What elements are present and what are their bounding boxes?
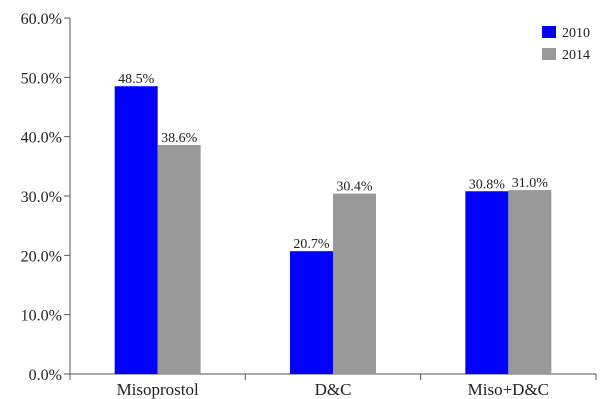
y-tick-label: 0.0% (29, 367, 62, 384)
y-tick-label: 30.0% (21, 189, 62, 206)
data-label: 30.4% (336, 180, 373, 195)
y-axis: 0.0% 10.0% 20.0% 30.0% 40.0% 50.0% 60.0% (21, 11, 71, 384)
x-tick-label: D&C (315, 380, 352, 399)
data-label: 30.8% (469, 177, 506, 192)
y-tick-label: 40.0% (21, 130, 62, 147)
y-tick-label: 20.0% (21, 248, 62, 265)
legend-label: 2014 (562, 48, 590, 63)
x-tick-label: Misoprostol (117, 380, 199, 399)
bars (114, 86, 552, 374)
legend: 2010 2014 (542, 26, 590, 63)
bar-2014-3 (508, 190, 552, 374)
y-tick-label: 50.0% (21, 70, 62, 87)
x-axis: Misoprostol D&C Miso+D&C (69, 373, 597, 399)
bar-2010-3 (465, 191, 509, 374)
data-labels: 48.5% 38.6% 20.7% 30.4% 30.8% 31.0% (118, 72, 548, 252)
legend-swatch-2014 (542, 48, 556, 60)
bar-2014-2 (333, 193, 376, 374)
legend-swatch-2010 (542, 26, 556, 38)
x-tick-label: Miso+D&C (468, 380, 549, 399)
bar-2010-2 (290, 251, 333, 374)
bar-2010-1 (114, 86, 158, 374)
data-label: 48.5% (118, 72, 155, 87)
data-label: 20.7% (293, 237, 330, 252)
legend-label: 2010 (562, 26, 590, 41)
y-tick-label: 10.0% (21, 308, 62, 325)
data-label: 38.6% (161, 131, 198, 146)
data-label: 31.0% (512, 176, 549, 191)
y-tick-label: 60.0% (21, 11, 62, 28)
bar-2014-1 (157, 144, 201, 374)
